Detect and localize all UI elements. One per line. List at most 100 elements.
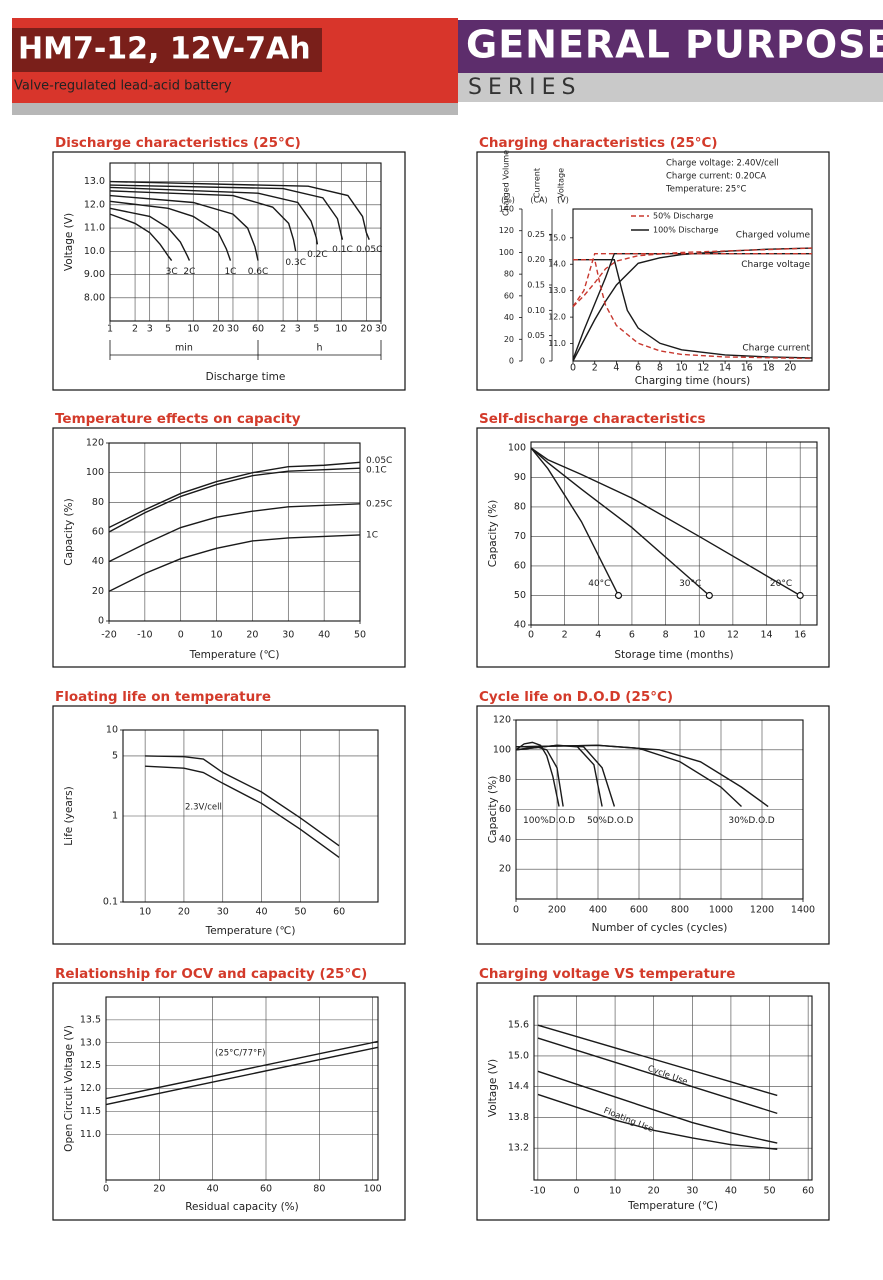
x-tick-label: 12 <box>727 630 739 641</box>
y-tick-label: 60 <box>92 527 104 538</box>
y-tick-label: 0 <box>540 357 545 366</box>
x-tick-label: 1000 <box>709 905 733 916</box>
x-tick-label: 3 <box>147 324 153 335</box>
chart-title: Temperature effects on capacity <box>55 411 301 427</box>
series-label: 3C <box>166 267 178 277</box>
series-line <box>105 1046 379 1106</box>
chart-title: Charging characteristics (25°C) <box>479 135 718 151</box>
y-tick-label: 11.0 <box>80 1129 101 1140</box>
series-line <box>515 746 564 807</box>
x-tick-label: 6 <box>629 630 635 641</box>
y-axis-title: Open Circuit Voltage (V) <box>63 1025 75 1152</box>
y-tick-label: 0.25 <box>527 230 545 239</box>
series-label: 2C <box>183 267 195 277</box>
x-tick-label: 0 <box>573 1186 579 1197</box>
y-tick-label: 20 <box>504 335 514 344</box>
y-tick-label: 10.0 <box>84 246 105 257</box>
y-tick-label: 5 <box>112 750 118 761</box>
y-axis-title: Voltage (V) <box>487 1059 499 1117</box>
y-tick-label: 120 <box>499 226 514 235</box>
x-tick-label: 30 <box>227 324 239 335</box>
x-axis-title: Temperature (℃) <box>627 1200 718 1212</box>
chart-title: Self-discharge characteristics <box>479 411 706 427</box>
x-tick-label: 1400 <box>791 905 815 916</box>
series-line <box>109 190 297 252</box>
y-tick-label: 40 <box>499 834 511 845</box>
x-tick-label: 2 <box>280 324 286 335</box>
x-tick-label: 0 <box>103 1184 109 1195</box>
x-unit-label: h <box>316 343 322 354</box>
x-tick-label: 30 <box>282 630 294 641</box>
series-line <box>537 1093 778 1150</box>
panel-frame <box>476 982 830 1221</box>
y-tick-label: 13.0 <box>548 286 566 295</box>
plot-frame <box>122 729 379 903</box>
x-tick-label: 50 <box>763 1186 775 1197</box>
y-tick-label: 13.0 <box>84 176 105 187</box>
series-label: 50%D.O.D <box>587 816 633 826</box>
series-label: 20°C <box>770 579 792 589</box>
series-line <box>573 258 813 359</box>
series-line <box>515 744 769 808</box>
x-tick-label: 60 <box>252 324 264 335</box>
plot-frame <box>530 441 818 626</box>
y-tick-label: 120 <box>86 438 104 449</box>
x-tick-label: -10 <box>530 1186 546 1197</box>
series-label: 0.25C <box>366 499 392 509</box>
chart-title: Charging voltage VS temperature <box>479 966 735 982</box>
series-line <box>572 252 812 307</box>
series-line <box>105 1040 379 1100</box>
x-axis-title: Storage time (months) <box>614 649 733 661</box>
series-label: Charge current <box>742 343 810 353</box>
series-line <box>109 207 191 261</box>
x-tick-label: 0 <box>570 363 576 374</box>
x-tick-label: 30 <box>375 324 387 335</box>
chart-title: Relationship for OCV and capacity (25°C) <box>55 966 367 982</box>
x-tick-label: 50 <box>354 630 366 641</box>
x-tick-label: 10 <box>676 363 688 374</box>
model: HM7-12, 12V-7Ah <box>18 32 311 67</box>
header-grey-strip <box>12 103 458 115</box>
annotation: Charge voltage: 2.40V/cell <box>666 159 779 169</box>
y-tick-label: 11.0 <box>548 339 566 348</box>
annotation: 2.3V/cell <box>185 803 222 813</box>
x-tick-label: 0 <box>513 905 519 916</box>
x-tick-label: 10 <box>139 907 151 918</box>
y-tick-label: 12.0 <box>84 199 105 210</box>
legend-label: 100% Discharge <box>653 226 719 235</box>
panel-frame <box>476 427 830 668</box>
plot-frame <box>109 162 382 322</box>
x-tick-label: 10 <box>609 1186 621 1197</box>
series-label: 0.2C <box>307 250 328 260</box>
y-tick-label: 0.1 <box>103 897 118 908</box>
series-line <box>108 461 361 529</box>
x-axis-title: Charging time (hours) <box>635 375 751 387</box>
series-line <box>515 741 560 807</box>
annotation: Floating Use <box>602 1106 655 1135</box>
x-tick-label: 800 <box>671 905 689 916</box>
x-tick-label: 20 <box>648 1186 660 1197</box>
y-tick-label: 40 <box>92 556 104 567</box>
x-tick-label: 14 <box>760 630 772 641</box>
y-tick-label: 40 <box>504 313 514 322</box>
y-tick-label: 0 <box>98 616 104 627</box>
series-label: 40°C <box>588 579 610 589</box>
panel-frame <box>52 427 406 668</box>
y-tick-label: 13.0 <box>80 1037 101 1048</box>
series-label: SERIES <box>468 75 582 100</box>
y-tick-label: 40 <box>514 620 526 631</box>
panel-frame <box>52 151 406 391</box>
plot-frame <box>515 719 804 900</box>
y-tick-label: 100 <box>493 744 511 755</box>
y-tick-label: 20 <box>92 586 104 597</box>
x-tick-label: 3 <box>295 324 301 335</box>
series-line <box>530 447 620 596</box>
y-axis-title: Current <box>533 168 542 198</box>
y-tick-label: 120 <box>493 715 511 726</box>
x-tick-label: -10 <box>137 630 153 641</box>
series-line <box>537 1024 778 1097</box>
x-tick-label: 18 <box>762 363 774 374</box>
series-box <box>458 20 883 73</box>
y-tick-label: 14.0 <box>548 260 566 269</box>
y-tick-label: 140 <box>499 205 514 214</box>
